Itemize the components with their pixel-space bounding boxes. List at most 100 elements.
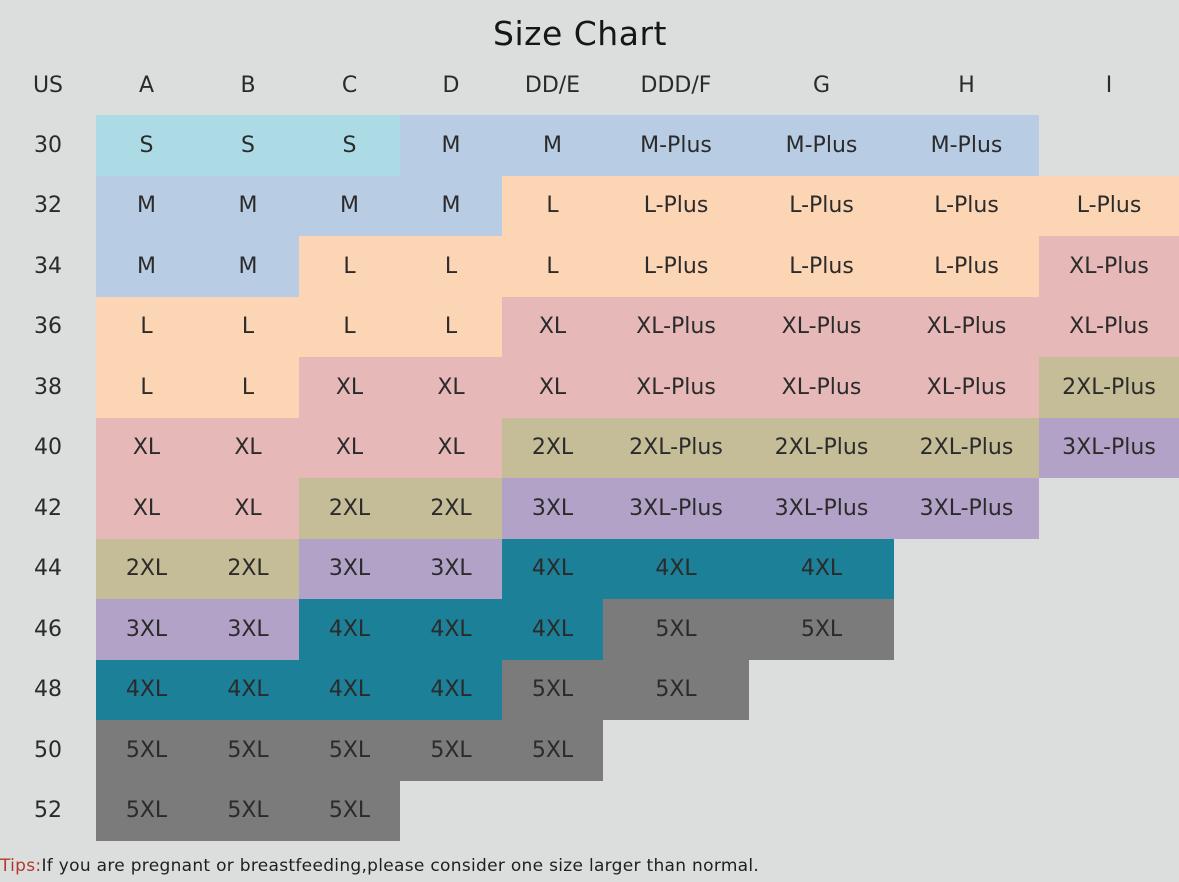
size-cell: XL (299, 357, 400, 418)
size-cell: M (502, 115, 603, 176)
table-row: 30 S S S M M M-Plus M-Plus M-Plus (0, 115, 1179, 176)
size-cell: 4XL (502, 538, 603, 599)
table-row: 48 4XL 4XL 4XL 4XL 5XL 5XL (0, 659, 1179, 721)
size-cell: M (96, 175, 197, 236)
size-cell: S (197, 115, 299, 176)
table-row: 42 XL XL 2XL 2XL 3XL 3XL-Plus 3XL-Plus 3XL-Plus (0, 478, 1179, 539)
size-cell: L (502, 236, 603, 297)
size-cell: L-Plus (603, 175, 749, 236)
size-cell (603, 781, 749, 842)
size-cell: 3XL (197, 599, 299, 660)
size-cell: XL (400, 357, 502, 418)
size-cell: 2XL (96, 538, 197, 599)
us-size-cell: 30 (34, 132, 62, 158)
size-cell: XL-Plus (1039, 296, 1179, 357)
size-cell: L (96, 296, 197, 357)
size-cell (1039, 599, 1179, 660)
size-cell: 5XL (197, 780, 299, 841)
size-cell: S (96, 115, 197, 176)
size-cell: L (400, 236, 502, 297)
size-cell: XL (299, 417, 400, 478)
size-cell: L (197, 296, 299, 357)
header-cell-b: B (240, 73, 256, 98)
size-cell: L (197, 357, 299, 418)
table-row: 36 L L L L XL XL-Plus XL-Plus XL-Plus XL-Plus (0, 296, 1179, 357)
size-cell: L (502, 175, 603, 236)
header-cell-ddd-f: DDD/F (640, 73, 712, 98)
size-cell: M (197, 175, 299, 236)
us-size-cell: 52 (34, 798, 62, 824)
size-cell (1039, 660, 1179, 721)
size-cell: 4XL (96, 659, 197, 720)
header-cell-c: C (341, 73, 358, 98)
us-size-cell: 46 (34, 616, 62, 642)
size-cell (894, 720, 1039, 781)
size-cell (502, 781, 603, 842)
size-cell: M (197, 236, 299, 297)
us-size-cell: 38 (34, 374, 62, 400)
size-cell (749, 781, 894, 842)
size-cell (894, 599, 1039, 660)
size-chart-body: 30 S S S M M M-Plus M-Plus M-Plus 32 M M M M L L-Plus L-… (0, 115, 1179, 841)
size-cell: S (299, 115, 400, 176)
size-cell (749, 660, 894, 721)
size-cell: L-Plus (603, 236, 749, 297)
size-cell: 5XL (400, 720, 502, 781)
size-cell: M-Plus (894, 115, 1039, 176)
size-cell (894, 539, 1039, 600)
size-cell: 2XL (400, 478, 502, 539)
size-cell: XL-Plus (1039, 236, 1179, 297)
size-cell: M-Plus (749, 115, 894, 176)
header-cell-g: G (812, 73, 831, 98)
us-size-cell: 40 (34, 435, 62, 461)
header-cell-dd-e: DD/E (524, 73, 581, 98)
size-cell: XL (502, 296, 603, 357)
size-cell: XL-Plus (749, 357, 894, 418)
size-cell: L-Plus (894, 175, 1039, 236)
us-size-cell: 50 (34, 737, 62, 763)
us-size-cell: 32 (34, 193, 62, 219)
size-cell: 4XL (299, 659, 400, 720)
size-cell (894, 781, 1039, 842)
table-row: 38 L L XL XL XL XL-Plus XL-Plus XL-Plus 2XL-Plus (0, 357, 1179, 418)
header-cell-d: D (442, 73, 460, 98)
size-cell (1039, 539, 1179, 600)
header-cell-a: A (138, 73, 155, 98)
size-cell: XL (96, 417, 197, 478)
size-cell: 3XL (96, 599, 197, 660)
size-cell: XL (96, 478, 197, 539)
size-cell (400, 781, 502, 842)
size-cell: 4XL (749, 538, 894, 599)
size-cell (1039, 720, 1179, 781)
size-cell: L-Plus (894, 236, 1039, 297)
tips-text: If you are pregnant or breastfeeding,ple… (41, 856, 760, 876)
us-size-cell: 44 (34, 556, 62, 582)
size-cell: 4XL (299, 599, 400, 660)
size-cell: 5XL (197, 720, 299, 781)
size-cell: L (96, 357, 197, 418)
size-cell: 2XL-Plus (603, 417, 749, 478)
size-cell: 2XL (299, 478, 400, 539)
size-cell: 3XL (502, 478, 603, 539)
table-row: 32 M M M M L L-Plus L-Plus L-Plus L-Plus (0, 175, 1179, 236)
size-chart-table: US A B C D DD/E DDD/F G H I 30 S S S M M M-Plu… (0, 56, 1179, 841)
size-cell: L-Plus (749, 175, 894, 236)
size-cell: L-Plus (749, 236, 894, 297)
table-row: 46 3XL 3XL 4XL 4XL 4XL 5XL 5XL (0, 599, 1179, 660)
table-row: 52 5XL 5XL 5XL (0, 780, 1179, 842)
size-cell: XL (197, 478, 299, 539)
us-size-cell: 36 (34, 314, 62, 340)
size-cell: L (299, 236, 400, 297)
size-cell: 3XL-Plus (603, 478, 749, 539)
size-cell: 3XL-Plus (894, 478, 1039, 539)
us-size-cell: 34 (34, 253, 62, 279)
us-size-cell: 42 (34, 495, 62, 521)
size-cell: XL (400, 417, 502, 478)
size-cell (1039, 781, 1179, 842)
size-cell: 5XL (96, 720, 197, 781)
size-cell (603, 720, 749, 781)
size-cell: 2XL (502, 417, 603, 478)
size-cell: 5XL (502, 720, 603, 781)
size-cell: 4XL (502, 599, 603, 660)
size-cell: 2XL-Plus (749, 417, 894, 478)
